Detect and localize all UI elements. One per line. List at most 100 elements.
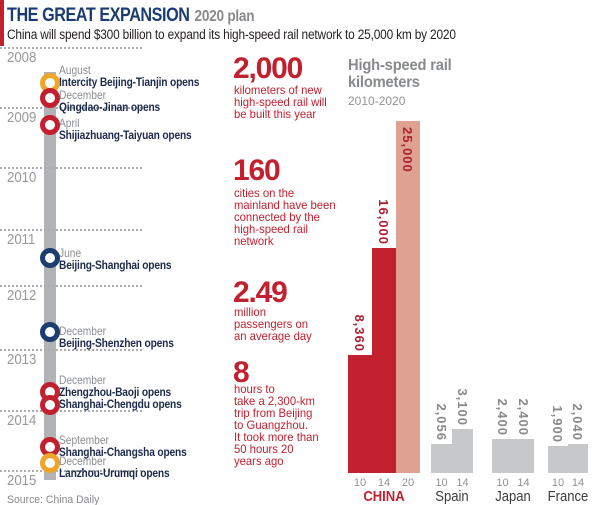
stat-description-line: high-speed rail [234,222,308,236]
accent-strip [0,0,4,46]
chart-subtitle: 2010-2020 [348,94,406,108]
year-gridline [0,229,142,231]
country-label: France [547,489,589,505]
event-month: December [59,88,107,102]
axis-tick-label: 10 [551,477,565,489]
stat-description-line: an average day [234,329,312,343]
country-label: Spain [435,489,469,505]
year-gridline [0,470,142,472]
stat-description: million passengers on an average day [234,306,312,342]
event-entry: December Lanzhou-Urumqi opens [59,455,170,479]
year-gridline [0,167,142,169]
bar-value-label: 16,000 [376,199,391,245]
header: THE GREAT EXPANSION 2020 plan [7,5,255,27]
stat-description-line: to Guangzhou. [234,418,309,432]
event-title: Shijiazhuang-Taiyuan opens [59,128,192,142]
event-month: December [59,373,107,387]
event-entry: September Shanghai-Changsha opens [59,434,187,458]
event-entry: August Intercity Beijing-Tianjin opens [59,64,199,88]
axis-tick-label: 14 [377,477,391,489]
stat-description: cities on the mainland have been connected… [234,187,336,247]
year-label: 2012 [7,287,37,304]
axis-tick-label: 14 [456,477,469,489]
axis-tick-label: 10 [496,477,509,489]
bar [431,444,452,473]
stat-description-line: network [234,234,274,248]
bar-value-label: 3,100 [455,388,470,426]
bar-value-label: 2,400 [516,398,531,436]
stat-description-line: connected by the [234,210,320,224]
bar-value-label: 2,056 [434,403,449,441]
year-label: 2013 [7,351,37,368]
chart-title: High-speed rail kilometers [348,57,452,91]
bar-value-label: 1,900 [550,405,565,443]
year-gridline [0,285,142,287]
stat-value: 160 [233,154,281,187]
stat-value: 2,000 [233,52,303,85]
event-month: August [59,63,91,77]
page-title: THE GREAT EXPANSION [7,5,190,26]
stat-description-line: cities on the [234,186,295,200]
stat-description-line: It took more than [234,430,319,444]
event-marker [40,88,60,108]
stat-description-line: kilometers of new [234,83,322,97]
stat-description-line: be built this year [234,107,317,121]
event-title: Zhengzhou-Baoji opens [59,385,172,399]
stat-description-line: mainland have been [234,198,336,212]
stat-description: hours to take a 2,300-km trip from Beijing… [234,383,319,467]
stat-description-line: passengers on [234,317,309,331]
event-marker [40,395,60,415]
axis-tick-label: 10 [353,477,367,489]
event-entry: December Zhengzhou-Baoji opens Shanghai-Ch… [59,374,182,410]
bar [568,444,588,473]
bar-value-label: 2,400 [495,398,510,436]
bar [396,121,420,473]
stat-description-line: trip from Beijing [234,406,313,420]
year-label: 2009 [7,109,37,126]
event-title: Lanzhou-Urumqi opens [59,466,170,480]
event-entry: April Shijiazhuang-Taiyuan opens [59,117,192,141]
stat-description-line: high-speed rail will [234,95,327,109]
source-note: Source: China Daily [7,494,100,505]
event-entry: December Qingdao-Jinan opens [59,89,160,113]
stat-description-line: 50 hours 20 [234,442,294,456]
event-title: Shanghai-Changsha opens [59,445,187,459]
event-entry: June Beijing-Shanghai opens [59,246,172,272]
year-gridline [0,47,142,49]
event-title: Intercity Beijing-Tianjin opens [59,75,200,89]
stat-description-line: years ago [234,454,284,468]
event-month: June [59,246,82,260]
year-label: 2008 [7,49,37,66]
event-marker [40,115,60,135]
year-gridline [0,349,142,351]
bar-value-label: 8,360 [352,314,367,352]
country-label: Japan [495,489,531,505]
event-marker [40,322,60,342]
event-title: Qingdao-Jinan opens [59,100,161,114]
event-marker [40,248,60,268]
axis-tick-label: 14 [517,477,530,489]
page-description: China will spend $300 billion to expand … [7,27,456,42]
bar-value-label: 25,000 [400,127,415,173]
bar [348,355,372,473]
bar [548,446,568,473]
bar [372,248,396,473]
axis-tick-label: 20 [401,477,415,489]
bar [513,439,534,473]
event-title: Shanghai-Chengdu opens [59,397,182,411]
event-month: April [59,116,80,130]
stat-value: 8 [233,356,250,389]
event-title: Beijing-Shanghai opens [59,258,172,272]
event-marker [40,453,60,473]
year-label: 2015 [7,472,37,489]
stat-description-line: million [234,305,266,319]
year-label: 2014 [7,412,37,429]
stat-value: 2.49 [233,276,288,309]
event-month: September [59,433,109,447]
year-gridline [0,107,142,109]
axis-tick-label: 14 [571,477,585,489]
bar [492,439,513,473]
stat-description-line: hours to [234,382,275,396]
year-label: 2010 [7,169,37,186]
